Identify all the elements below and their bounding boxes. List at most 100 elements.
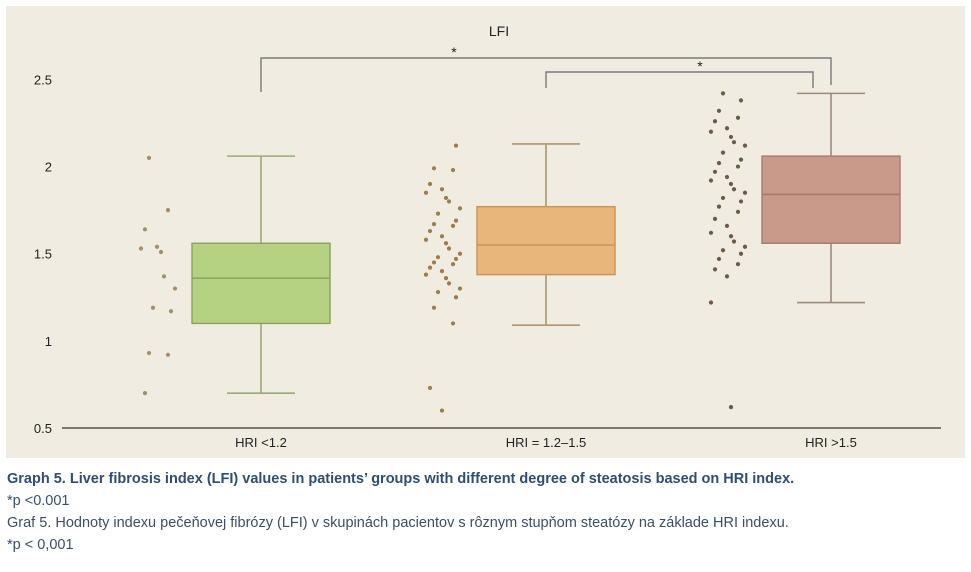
data-point <box>720 195 726 201</box>
data-point <box>450 223 456 228</box>
data-point <box>738 199 744 204</box>
data-point <box>457 286 463 291</box>
y-tick-label: 1 <box>45 334 52 349</box>
data-point <box>712 267 718 272</box>
data-point <box>138 246 144 251</box>
axes: 0.5 1 1.5 2 2.5 HRI <1.2 HRI = 1.2–1.5 HRI >1.5 <box>34 72 941 450</box>
significance-bracket <box>545 71 814 88</box>
data-point <box>735 262 741 267</box>
data-point <box>712 119 718 124</box>
data-point <box>720 91 726 96</box>
data-point <box>712 216 718 221</box>
data-point <box>724 223 730 228</box>
data-point <box>457 251 463 256</box>
data-point <box>716 256 722 262</box>
significance-star: * <box>697 58 703 74</box>
data-point <box>435 211 441 216</box>
boxes <box>191 92 901 394</box>
data-point <box>423 190 429 195</box>
data-point <box>435 255 441 260</box>
data-point <box>446 281 452 286</box>
figure-caption: Graph 5. Liver fibrosis index (LFI) valu… <box>7 468 962 556</box>
data-point <box>142 227 148 232</box>
data-point <box>731 187 737 192</box>
data-point <box>453 143 459 148</box>
data-point <box>735 164 741 169</box>
data-point <box>742 190 748 195</box>
data-point <box>450 321 456 326</box>
data-point <box>708 178 714 183</box>
iqr-box <box>191 242 331 325</box>
y-tick-label: 0.5 <box>34 421 52 436</box>
data-point <box>150 305 156 310</box>
caption-note-en: *p <0.001 <box>7 493 70 509</box>
data-point <box>439 187 445 192</box>
data-point <box>735 209 741 214</box>
data-point <box>450 262 456 267</box>
data-point <box>431 305 437 310</box>
data-point <box>450 167 456 173</box>
data-point <box>427 181 433 187</box>
data-point <box>423 237 429 242</box>
data-point <box>146 155 152 160</box>
lfi-boxplot-chart: LFI 0.5 1 1.5 2 2.5 HRI <1.2 HRI = 1.2–1.5 HRI … <box>34 23 941 450</box>
data-point <box>716 108 722 113</box>
data-point <box>431 166 437 171</box>
data-point <box>738 157 744 162</box>
data-point <box>154 244 160 249</box>
significance-bracket <box>260 57 832 92</box>
data-point <box>453 256 459 262</box>
data-point <box>720 248 726 253</box>
data-point <box>427 385 433 391</box>
data-point <box>731 140 737 145</box>
y-tick-label: 2.5 <box>34 72 52 87</box>
data-point <box>443 241 449 246</box>
data-point <box>142 391 148 396</box>
data-point <box>453 218 459 223</box>
data-point <box>716 204 722 209</box>
x-tick-label: HRI = 1.2–1.5 <box>506 435 587 450</box>
iqr-box <box>476 205 616 276</box>
data-point <box>724 274 730 279</box>
data-point <box>431 221 437 227</box>
data-point <box>728 404 734 410</box>
data-point <box>712 169 718 174</box>
caption-title-sk: Graf 5. Hodnoty indexu pečeňovej fibrózy… <box>7 515 789 531</box>
data-point <box>165 352 171 357</box>
data-point <box>443 195 449 201</box>
data-point <box>435 289 441 295</box>
data-point <box>720 150 726 155</box>
significance-star: * <box>451 44 457 60</box>
chart-title: LFI <box>489 23 509 39</box>
data-point <box>446 199 452 204</box>
data-point <box>165 208 171 213</box>
data-point <box>728 234 734 239</box>
data-point <box>708 300 714 305</box>
data-points <box>138 91 748 413</box>
y-tick-label: 1.5 <box>34 247 52 262</box>
y-tick-label: 2 <box>45 160 52 175</box>
data-point <box>735 115 741 120</box>
significance-annotations: ** <box>260 44 832 92</box>
data-point <box>172 286 178 291</box>
data-point <box>146 350 152 356</box>
data-point <box>161 274 167 279</box>
data-point <box>724 126 730 131</box>
data-point <box>439 234 445 239</box>
data-point <box>446 246 452 251</box>
data-point <box>728 134 734 140</box>
data-point <box>439 408 445 413</box>
caption-title-en: Graph 5. Liver fibrosis index (LFI) valu… <box>7 471 795 487</box>
data-point <box>439 269 445 274</box>
data-point <box>708 129 714 134</box>
data-point <box>453 295 459 300</box>
data-point <box>443 276 449 281</box>
data-point <box>728 181 734 187</box>
data-point <box>742 143 748 148</box>
data-point <box>423 272 429 277</box>
data-point <box>742 244 748 249</box>
x-tick-label: HRI <1.2 <box>235 435 287 450</box>
data-point <box>724 174 730 180</box>
data-point <box>427 265 433 270</box>
data-point <box>708 230 714 235</box>
